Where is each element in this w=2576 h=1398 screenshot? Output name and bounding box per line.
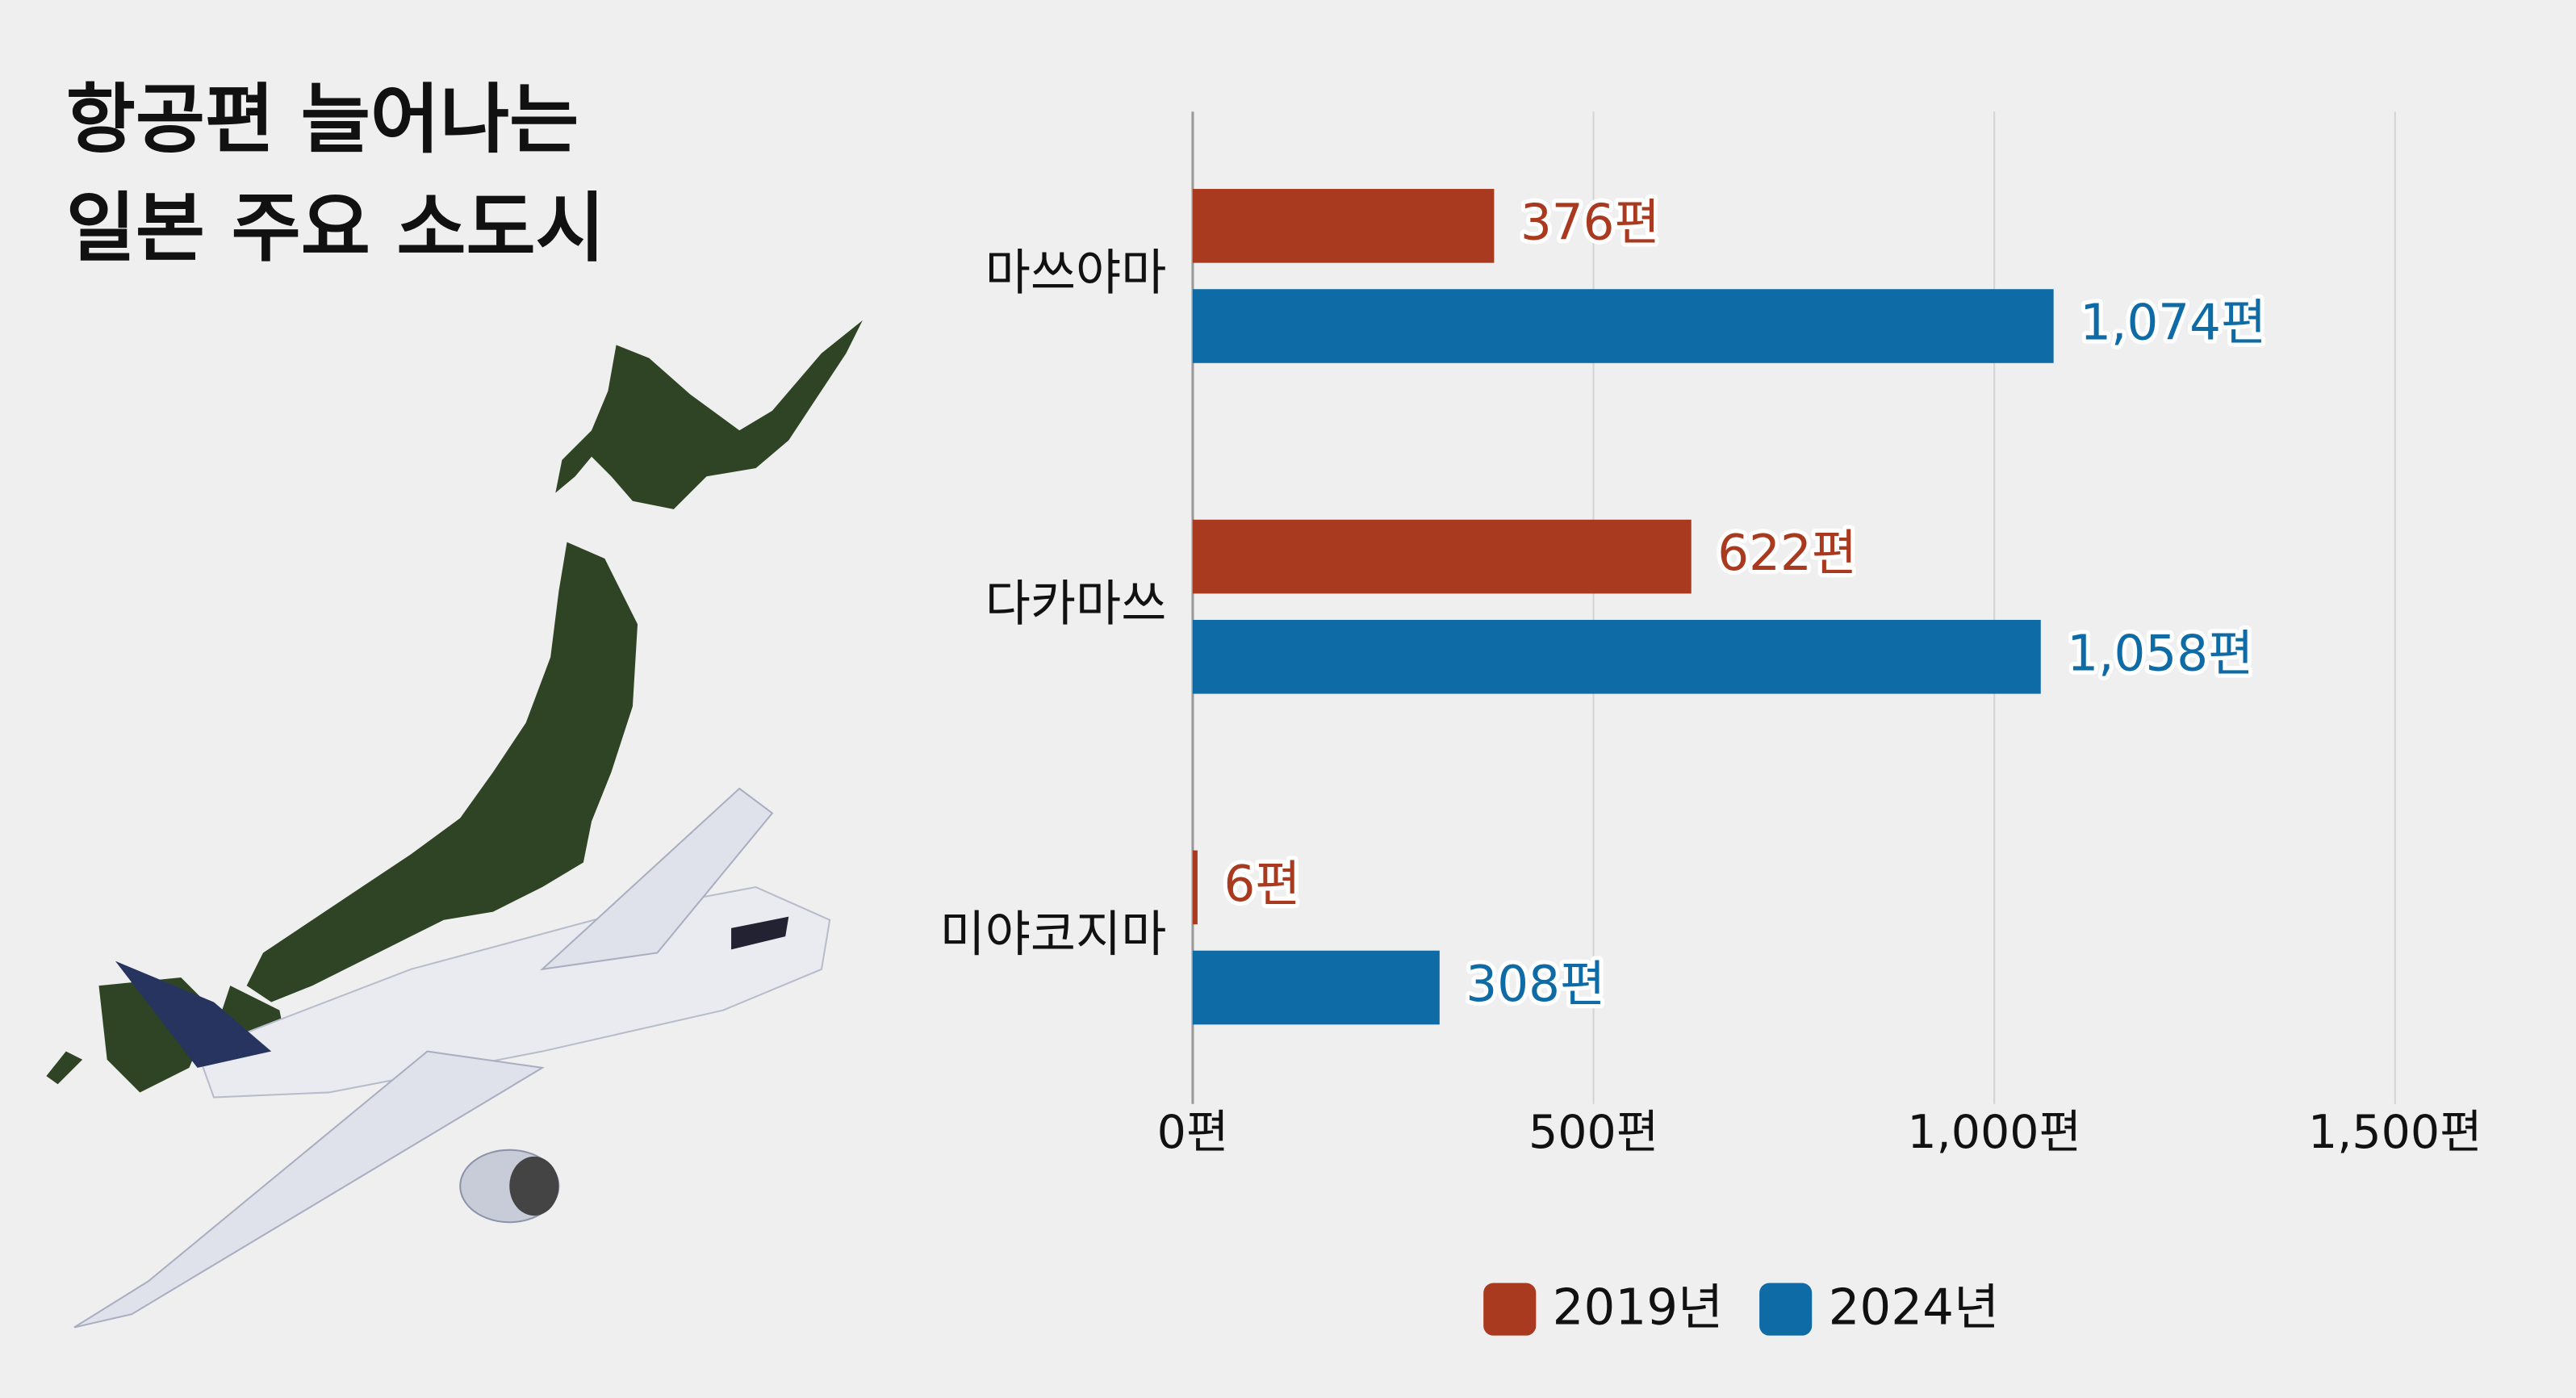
airplane (73, 787, 831, 1329)
legend-swatch (1759, 1283, 1813, 1336)
legend-label: 2024년 (1829, 1279, 2000, 1337)
chart-title: 일본 주요 소도시 (66, 185, 605, 273)
bar (1192, 850, 1198, 925)
value-label: 308편 (1466, 956, 1605, 1013)
value-label: 6편 (1223, 856, 1300, 913)
value-label: 1,074편 (2080, 295, 2266, 352)
bar (1192, 289, 2054, 363)
x-tick-label: 1,000편 (1907, 1106, 2081, 1159)
bar (1192, 950, 1440, 1025)
y-tick-label: 마쓰야마 (985, 245, 1167, 302)
chart-title: 항공편 늘어나는 (66, 77, 579, 165)
bar (1192, 189, 1495, 263)
y-tick-label: 미야코지마 (940, 906, 1167, 963)
value-label: 376편 (1520, 194, 1660, 251)
y-tick-label: 다카마쓰 (985, 575, 1167, 632)
x-tick-label: 1,500편 (2308, 1106, 2482, 1159)
bar (1192, 519, 1692, 594)
legend-swatch (1483, 1283, 1537, 1336)
value-label: 1,058편 (2067, 625, 2253, 682)
value-label: 622편 (1717, 525, 1857, 582)
legend-label: 2019년 (1553, 1279, 1724, 1337)
x-tick-label: 0편 (1157, 1106, 1229, 1159)
bar (1192, 619, 2041, 694)
x-tick-label: 500편 (1528, 1106, 1658, 1159)
